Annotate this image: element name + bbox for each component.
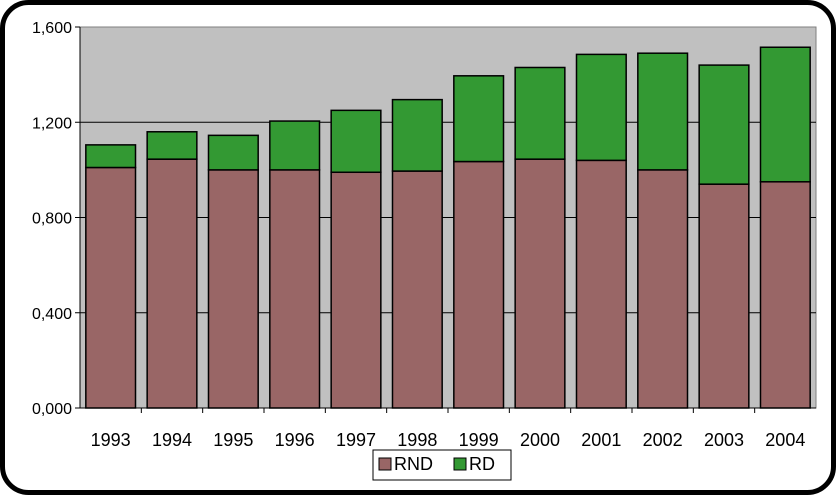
bar-segment-rnd-1995 bbox=[207, 169, 259, 409]
bar-segment-rnd-1993 bbox=[85, 166, 137, 409]
x-tick-label: 1993 bbox=[91, 430, 131, 450]
y-tick-label: 0,000 bbox=[32, 401, 72, 418]
bar-segment-rnd-1997 bbox=[330, 171, 382, 409]
x-tick-label: 2002 bbox=[643, 430, 683, 450]
bar-segment-rnd-2004 bbox=[759, 181, 811, 409]
legend-label-rd: RD bbox=[469, 454, 495, 474]
bar-segment-rnd-1996 bbox=[269, 169, 321, 409]
x-tick-label: 1994 bbox=[152, 430, 192, 450]
x-tick-label: 2001 bbox=[581, 430, 621, 450]
bar-segment-rnd-2002 bbox=[637, 169, 689, 409]
y-tick-label: 0,400 bbox=[32, 306, 72, 323]
x-tick-label: 2004 bbox=[765, 430, 805, 450]
bar-segment-rnd-2003 bbox=[698, 183, 750, 409]
bar-segment-rd-1998 bbox=[391, 98, 443, 172]
y-tick-label: 1,600 bbox=[32, 20, 72, 37]
bar-segment-rnd-1994 bbox=[146, 158, 198, 409]
bar-segment-rd-2004 bbox=[759, 46, 811, 183]
gridlines bbox=[80, 121, 816, 314]
bar-segment-rd-2003 bbox=[698, 64, 750, 185]
x-tick-label: 2000 bbox=[520, 430, 560, 450]
bar-segment-rd-1997 bbox=[330, 109, 382, 174]
legend: RND RD bbox=[372, 449, 512, 481]
bar-segment-rd-1994 bbox=[146, 131, 198, 160]
bar-segment-rd-2001 bbox=[575, 53, 627, 162]
bar-segment-rd-1995 bbox=[207, 134, 259, 171]
x-tick-label: 1999 bbox=[459, 430, 499, 450]
bar-segment-rnd-2000 bbox=[514, 158, 566, 409]
x-tick-label: 1995 bbox=[213, 430, 253, 450]
bar-segment-rd-1999 bbox=[453, 75, 505, 163]
y-axis: 0,000 0,400 0,800 1,200 1,600 bbox=[32, 20, 81, 418]
bar-segment-rd-1993 bbox=[85, 144, 137, 169]
legend-swatch-rnd bbox=[378, 457, 392, 471]
bar-segment-rnd-1999 bbox=[453, 160, 505, 409]
bar-segment-rnd-1998 bbox=[391, 170, 443, 409]
bar-segment-rnd-2001 bbox=[575, 159, 627, 409]
bar-segment-rd-2000 bbox=[514, 66, 566, 160]
legend-box bbox=[372, 449, 512, 481]
x-tick-label: 1997 bbox=[336, 430, 376, 450]
y-tick-label: 1,200 bbox=[32, 115, 72, 132]
bars bbox=[85, 46, 811, 409]
x-tick-label: 1998 bbox=[397, 430, 437, 450]
x-axis: 1993 1994 1995 1996 1997 1998 1999 2000 2001 2002… bbox=[80, 407, 816, 450]
bar-segment-rd-2002 bbox=[637, 52, 689, 171]
legend-swatch-rd bbox=[453, 457, 467, 471]
x-tick-label: 2003 bbox=[704, 430, 744, 450]
x-tick-label: 1996 bbox=[275, 430, 315, 450]
bar-segment-rd-1996 bbox=[269, 120, 321, 171]
legend-label-rnd: RND bbox=[394, 454, 433, 474]
y-tick-label: 0,800 bbox=[32, 211, 72, 228]
